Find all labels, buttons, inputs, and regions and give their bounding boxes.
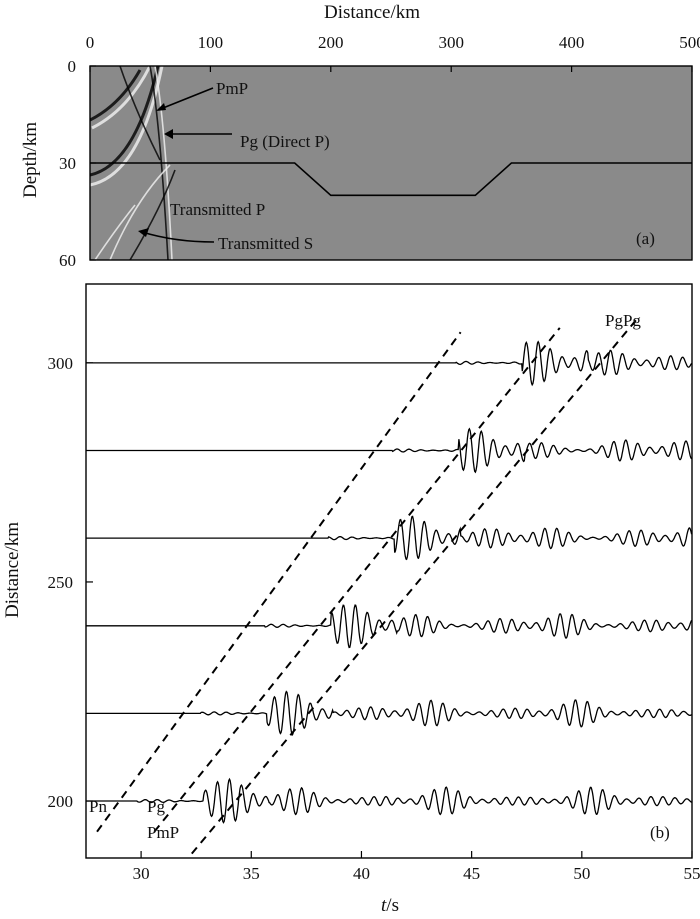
- panel-a-x-ticks: 0 100 200 300 400 500: [86, 33, 700, 72]
- panel-b-x-label-unit: /s: [386, 895, 399, 916]
- panel-a-x-label: Distance/km: [324, 2, 420, 23]
- panel-b-y-label: Distance/km: [2, 522, 23, 618]
- pn-label: Pn: [89, 797, 107, 816]
- wavefront-arc: [149, 66, 169, 260]
- panel-a-y-tick-label: 0: [68, 57, 77, 76]
- pmp-label: PmP: [147, 823, 179, 842]
- pg-label: Pg: [147, 797, 165, 816]
- pmp-arrowhead: [156, 103, 166, 111]
- seismogram-trace: [86, 427, 692, 474]
- panel-a-label: (a): [636, 229, 655, 248]
- panel-a-annotations: PmP Pg (Direct P) Transmitted P Transmit…: [138, 79, 655, 253]
- panel-b-y-tick-label: 300: [48, 354, 74, 373]
- pgpg-label: PgPg: [605, 311, 641, 330]
- wavefront-arc: [91, 66, 152, 130]
- phase-line-pgpg: [191, 318, 638, 855]
- transmitted-s-arrow: [141, 231, 215, 243]
- transmitted-s-arrowhead: [138, 228, 149, 237]
- panel-b: 30 35 40 45 50 55 200 250 300 Distance/km t/s P…: [2, 283, 700, 916]
- wavefront-arc: [94, 204, 136, 260]
- panel-a-x-tick-label: 300: [438, 33, 464, 52]
- transmitted-p-annotation: Transmitted P: [170, 200, 265, 219]
- pmp-arrow: [157, 87, 214, 111]
- pg-direct-annotation: Pg (Direct P): [240, 132, 330, 151]
- pmp-annotation: PmP: [216, 79, 248, 98]
- panel-b-x-tick-label: 35: [243, 864, 260, 883]
- panel-b-x-ticks: 30 35 40 45 50 55: [133, 851, 700, 883]
- seismogram-trace: [86, 777, 692, 824]
- panel-a-y-tick-label: 60: [59, 251, 76, 270]
- panel-a-x-tick-label: 500: [679, 33, 700, 52]
- panel-a-y-tick-label: 30: [59, 154, 76, 173]
- wavefront-arc: [90, 69, 142, 122]
- panel-a-x-tick-label: 200: [318, 33, 344, 52]
- panel-b-x-tick-label: 30: [133, 864, 150, 883]
- seismogram-trace: [86, 340, 692, 387]
- panel-b-x-tick-label: 55: [684, 864, 700, 883]
- panel-b-frame: [85, 283, 693, 859]
- seismogram-area: [86, 318, 692, 855]
- panel-b-y-ticks: 200 250 300: [48, 354, 93, 811]
- phase-line-pn: [96, 331, 462, 833]
- panel-b-x-tick-label: 45: [463, 864, 480, 883]
- wavefront-arc: [154, 66, 173, 260]
- panel-a: 0 100 200 300 400 500 0 30 60 Distance/km Depth…: [20, 2, 700, 270]
- panel-a-x-tick-label: 400: [559, 33, 585, 52]
- panel-b-y-tick-label: 200: [48, 792, 74, 811]
- panel-a-y-label: Depth/km: [20, 122, 41, 198]
- panel-b-x-label: t/s: [381, 895, 399, 916]
- transmitted-s-annotation: Transmitted S: [218, 234, 313, 253]
- wavefront-arc: [129, 169, 176, 260]
- seismogram-trace: [86, 690, 692, 737]
- panel-a-x-tick-label: 0: [86, 33, 95, 52]
- panel-b-label: (b): [650, 823, 670, 842]
- panel-a-x-tick-label: 100: [198, 33, 224, 52]
- panel-b-x-label-symbol: t: [381, 895, 387, 916]
- panel-b-y-tick-label: 250: [48, 573, 74, 592]
- panel-b-x-tick-label: 40: [353, 864, 370, 883]
- seismogram-trace: [86, 604, 692, 649]
- wavefront-arc: [90, 66, 164, 187]
- moho-interface-line: [90, 162, 692, 197]
- seismogram-trace: [86, 515, 692, 561]
- wavefront-arc: [109, 164, 171, 260]
- panel-a-y-ticks: 0 30 60: [59, 57, 96, 270]
- pg-arrowhead: [164, 129, 173, 139]
- phase-line-pg: [153, 327, 561, 833]
- panel-b-x-tick-label: 50: [573, 864, 590, 883]
- wavefront-arc: [119, 66, 161, 161]
- wavefield-arcs: [90, 66, 176, 260]
